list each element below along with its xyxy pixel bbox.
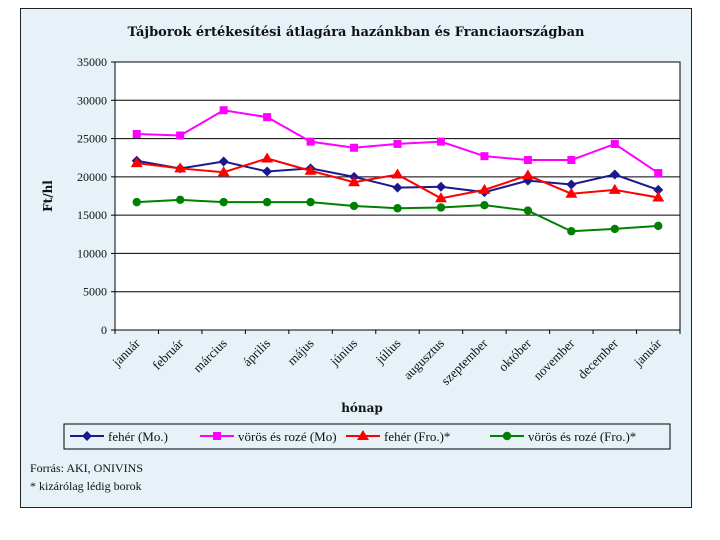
data-point: [523, 156, 532, 165]
series-2: [132, 106, 663, 178]
data-point: [480, 200, 489, 210]
y-tick-label: 15000: [77, 208, 107, 222]
data-point: [610, 139, 619, 148]
data-point: [567, 156, 576, 165]
y-tick-label: 5000: [83, 285, 107, 299]
x-tick-label: május: [284, 336, 317, 369]
data-point: [350, 143, 359, 152]
legend-label: vörös és rozé (Mo): [238, 429, 337, 444]
x-tick-label: április: [240, 336, 274, 370]
plot-area: [114, 61, 681, 331]
data-point: [262, 197, 272, 207]
legend-label: vörös és rozé (Fro.)*: [528, 429, 636, 444]
data-point: [566, 179, 577, 190]
x-axis-label: hónap: [341, 401, 383, 415]
data-point: [219, 106, 228, 115]
data-point: [130, 157, 143, 168]
data-point: [435, 181, 446, 192]
data-point: [608, 183, 621, 194]
series-3: [130, 152, 665, 203]
data-point: [306, 137, 315, 146]
data-point: [521, 169, 534, 180]
y-axis-ticks: 0 5000 10000 15000 20000 25000 30000 35000: [77, 55, 107, 337]
data-point: [610, 224, 620, 234]
legend-marker: [82, 431, 92, 441]
y-tick-label: 10000: [77, 246, 107, 260]
legend-marker: [502, 431, 512, 441]
legend-item: vörös és rozé (Fro.)*: [490, 429, 636, 444]
data-point: [393, 139, 402, 148]
x-tick-label: február: [149, 335, 187, 373]
y-tick-label: 35000: [77, 55, 107, 69]
source-note: Forrás: AKI, ONIVINS: [30, 461, 143, 475]
data-point: [478, 183, 491, 194]
data-point: [175, 195, 185, 205]
data-point: [304, 164, 317, 175]
data-point: [393, 204, 402, 213]
x-tick-label: október: [495, 335, 534, 374]
data-point: [176, 131, 185, 140]
data-point: [392, 182, 403, 193]
data-point: [436, 203, 446, 212]
y-tick-label: 30000: [77, 93, 107, 107]
data-point: [609, 169, 620, 180]
data-point: [219, 197, 228, 207]
legend-marker: [357, 430, 369, 440]
data-point: [480, 152, 489, 161]
legend-label: fehér (Mo.): [108, 429, 168, 444]
data-point: [263, 113, 272, 122]
legend-marker: [213, 432, 221, 440]
x-tick-label: december: [575, 335, 622, 382]
data-point: [306, 197, 315, 207]
x-tick-label: szeptember: [438, 335, 491, 388]
data-point: [174, 162, 187, 173]
legend-item: vörös és rozé (Mo): [200, 429, 337, 444]
legend-item: fehér (Mo.): [70, 429, 168, 444]
series-group: [130, 106, 665, 236]
data-point: [217, 166, 230, 177]
data-point: [652, 191, 665, 202]
legend-label: fehér (Fro.)*: [384, 429, 450, 444]
chart-title: Tájborok értékesítési átlagára hazánkban…: [128, 25, 585, 40]
data-point: [434, 192, 447, 203]
y-tick-label: 25000: [77, 132, 107, 146]
data-point: [348, 176, 361, 187]
footnote: * kizárólag lédig borok: [30, 479, 142, 493]
data-point: [523, 206, 533, 215]
legend-item: fehér (Fro.)*: [346, 429, 450, 444]
data-point: [218, 156, 229, 167]
legend: fehér (Mo.) vörös és rozé (Mo) fehér (Fro.…: [70, 429, 636, 444]
x-tick-label: január: [630, 335, 665, 370]
data-point: [654, 221, 663, 231]
y-tick-label: 0: [101, 323, 107, 337]
x-tick-label: március: [190, 336, 230, 376]
data-point: [565, 187, 578, 198]
data-point: [567, 227, 576, 236]
x-tick-label: november: [530, 335, 578, 383]
y-tick-label: 20000: [77, 170, 107, 184]
data-point: [132, 129, 141, 138]
x-tick-label: június: [326, 336, 360, 370]
series-4: [132, 195, 663, 236]
data-point: [653, 184, 664, 195]
x-axis-ticks: január február március április május június jú…: [109, 335, 665, 388]
data-point: [349, 201, 359, 211]
x-tick-label: január: [109, 335, 144, 370]
data-point: [132, 197, 141, 207]
data-point: [391, 168, 404, 179]
data-point: [262, 166, 273, 177]
data-point: [261, 152, 274, 163]
y-axis-label: Ft/hl: [41, 180, 55, 212]
x-tick-label: július: [372, 336, 404, 368]
data-point: [654, 169, 663, 178]
data-point: [436, 137, 445, 146]
